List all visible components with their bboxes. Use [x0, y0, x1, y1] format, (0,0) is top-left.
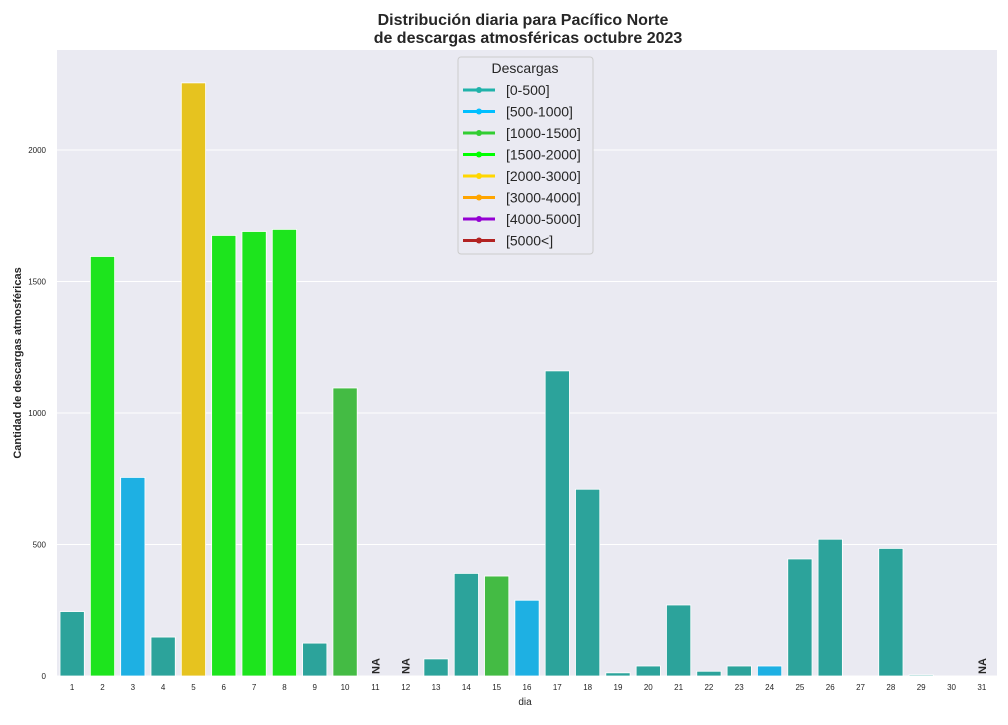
chart-title-line-2: de descargas atmosféricas octubre 2023 [374, 30, 683, 47]
legend-entry-label: [0-500] [506, 82, 550, 98]
legend-title: Descargas [492, 60, 559, 76]
x-tick-label: 5 [191, 683, 196, 692]
bar-day-13 [423, 658, 449, 677]
x-tick-label: 15 [492, 683, 501, 692]
x-tick-label: 30 [947, 683, 956, 692]
y-axis-label: Cantidad de descargas atmosféricas [12, 267, 24, 458]
bar-day-19 [605, 672, 631, 677]
bar-day-5 [180, 82, 206, 677]
legend-entry-label: [2000-3000] [506, 168, 581, 184]
legend-entry-label: [3000-4000] [506, 190, 581, 206]
bar-day-7 [241, 231, 267, 677]
bar-day-8 [271, 228, 297, 677]
y-tick-label: 500 [33, 540, 47, 549]
x-tick-label: 6 [222, 683, 227, 692]
legend-entry-label: [1000-1500] [506, 125, 581, 141]
x-tick-label: 4 [161, 683, 166, 692]
x-tick-label: 29 [917, 683, 926, 692]
legend: Descargas [0-500] [500-1000] [1000-1500] [1… [457, 56, 594, 255]
x-tick-label: 27 [856, 683, 865, 692]
bar-day-18 [575, 488, 601, 677]
x-axis-label: dia [518, 697, 532, 708]
x-tick-label: 9 [313, 683, 318, 692]
x-tick-label: 16 [523, 683, 532, 692]
x-tick-label: 12 [401, 683, 410, 692]
na-labels: NA NA NA [370, 658, 988, 674]
legend-marker [476, 173, 482, 179]
bar-day-3 [120, 477, 146, 677]
chart-title-line-1: Distribución diaria para Pacífico Norte [378, 12, 669, 29]
x-tick-label: 23 [735, 683, 744, 692]
x-tick-label: 21 [674, 683, 683, 692]
x-tick-label: 10 [341, 683, 350, 692]
x-tick-label: 2 [100, 683, 105, 692]
bar-day-26 [817, 538, 843, 677]
y-tick-label: 1500 [28, 277, 46, 286]
bar-day-23 [726, 665, 752, 677]
legend-marker [476, 130, 482, 136]
bar-day-10 [332, 387, 358, 677]
x-tick-label: 28 [886, 683, 895, 692]
bar-day-17 [544, 370, 570, 677]
bars [59, 82, 934, 677]
legend-box [457, 56, 594, 255]
bar-day-21 [666, 604, 692, 677]
bar-day-24 [757, 665, 783, 677]
x-tick-label: 31 [977, 683, 986, 692]
x-tick-label: 8 [282, 683, 287, 692]
x-tick-label: 11 [371, 683, 380, 692]
x-tick-label: 18 [583, 683, 592, 692]
legend-entry-label: [500-1000] [506, 104, 573, 120]
na-label: NA [977, 658, 989, 674]
y-tick-label: 0 [42, 672, 47, 681]
legend-marker [476, 216, 482, 222]
x-tick-label: 19 [614, 683, 623, 692]
legend-entry-label: [1500-2000] [506, 147, 581, 163]
x-tick-label: 14 [462, 683, 471, 692]
bar-day-6 [211, 235, 237, 677]
na-label: NA [370, 658, 382, 674]
bar-day-2 [89, 256, 116, 677]
bar-day-15 [484, 575, 510, 677]
bar-day-16 [514, 599, 540, 677]
y-tick-label: 1000 [28, 409, 46, 418]
legend-marker [476, 237, 482, 244]
legend-marker [476, 108, 482, 115]
x-tick-label: 26 [826, 683, 835, 692]
x-tick-label: 3 [131, 683, 136, 692]
y-tick-label: 2000 [28, 146, 46, 155]
x-tick-label: 17 [553, 683, 562, 692]
x-tick-label: 1 [70, 683, 75, 692]
x-tick-label: 13 [432, 683, 441, 692]
y-tick-labels: 0 500 1000 1500 2000 [28, 146, 46, 681]
x-tick-label: 7 [252, 683, 257, 692]
x-tick-label: 22 [704, 683, 713, 692]
bar-day-29 [908, 674, 934, 677]
bar-day-28 [878, 548, 904, 677]
bar-day-1 [59, 611, 85, 677]
legend-marker [476, 151, 482, 158]
legend-entry-label: [4000-5000] [506, 211, 581, 227]
bar-day-14 [453, 573, 479, 677]
bar-day-9 [302, 642, 328, 677]
x-tick-label: 25 [795, 683, 804, 692]
x-tick-label: 20 [644, 683, 653, 692]
na-label: NA [401, 658, 413, 674]
bar-day-22 [696, 670, 722, 677]
x-tick-labels: 1 2 3 4 5 6 7 8 9 10 11 12 13 14 15 16 17 18 19 20 21 22 23 24 2… [70, 683, 987, 692]
bar-day-25 [787, 558, 813, 677]
legend-entry-label: [5000<] [506, 233, 553, 249]
legend-marker [476, 87, 482, 93]
bar-day-20 [635, 665, 661, 677]
x-tick-label: 24 [765, 683, 774, 692]
legend-marker [476, 194, 482, 201]
bar-day-4 [150, 636, 176, 677]
